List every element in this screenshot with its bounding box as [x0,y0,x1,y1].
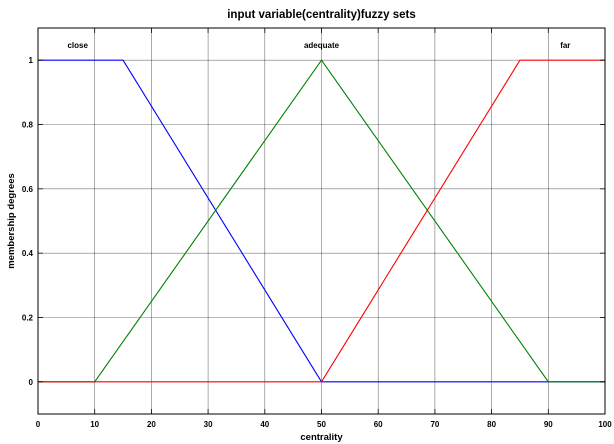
series-lines [38,59,605,383]
y-tick-label: 0.2 [22,314,34,323]
set-label-far: far [560,41,570,50]
chart-title: input variable(centrality)fuzzy sets [227,9,416,21]
fuzzy-set-labels: close adequate far [67,41,570,50]
x-axis-label: centrality [300,432,343,443]
set-label-adequate: adequate [304,41,340,50]
series-line-close [38,59,605,383]
y-tick-label: 0.8 [22,121,34,130]
x-tick-label: 50 [317,420,326,429]
x-tick-label: 100 [598,420,612,429]
x-tick-label: 10 [90,420,99,429]
x-tick-label: 60 [374,420,383,429]
y-tick-label: 0 [29,378,34,387]
y-tick-labels: 0 0.2 0.4 0.6 0.8 1 [22,56,34,387]
x-tick-label: 40 [260,420,269,429]
y-tick-label: 1 [29,56,34,65]
x-tick-label: 70 [430,420,439,429]
x-tick-label: 80 [487,420,496,429]
x-tick-label: 30 [204,420,213,429]
x-tick-labels: 0 10 20 30 40 50 60 70 80 90 100 [36,420,612,429]
x-tick-label: 0 [36,420,41,429]
x-tick-label: 20 [147,420,156,429]
series-line-far [38,59,605,383]
plot-frame [37,27,606,415]
y-tick-label: 0.6 [22,185,34,194]
set-label-close: close [67,41,88,50]
x-tick-label: 90 [544,420,553,429]
y-tick-label: 0.4 [22,249,34,258]
y-axis-label: membership degrees [6,173,17,269]
